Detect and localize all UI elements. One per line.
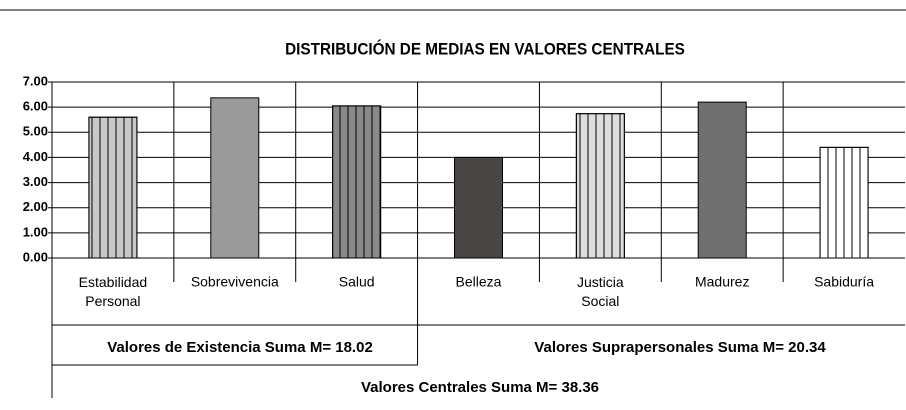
group-label: Valores de Existencia Suma M= 18.02: [107, 339, 373, 356]
bar: [697, 101, 747, 259]
bar: [454, 156, 503, 259]
bar-pattern: [88, 116, 138, 259]
y-tick-label: 6.00: [23, 99, 48, 114]
y-tick-label: 5.00: [23, 124, 48, 139]
x-tick-label: Sabiduría: [814, 274, 874, 290]
x-tick-label: Madurez: [695, 274, 749, 290]
y-tick-label: 7.00: [23, 73, 48, 88]
x-tick-label: Sobrevivencia: [191, 274, 279, 290]
bar-pattern: [575, 113, 625, 259]
y-tick-label: 2.00: [23, 199, 48, 214]
group-label: Valores Suprapersonales Suma M= 20.34: [534, 339, 826, 356]
x-tick-label: Belleza: [456, 274, 502, 290]
y-tick-label: 1.00: [23, 224, 48, 239]
chart-title: DISTRIBUCIÓN DE MEDIAS EN VALORES CENTRA…: [285, 39, 685, 59]
bar: [210, 97, 260, 259]
x-tick-label: Salud: [339, 274, 375, 290]
y-tick-label: 3.00: [23, 174, 48, 189]
bar-pattern: [332, 105, 382, 259]
y-tick-label: 4.00: [23, 149, 48, 164]
x-tick-label: Estabilidad Personal: [79, 274, 148, 309]
x-tick-label: Justicia Social: [577, 274, 624, 309]
bar-pattern: [819, 146, 869, 259]
y-tick-label: 0.00: [23, 249, 48, 264]
group-label: Valores Centrales Suma M= 38.36: [361, 379, 599, 396]
